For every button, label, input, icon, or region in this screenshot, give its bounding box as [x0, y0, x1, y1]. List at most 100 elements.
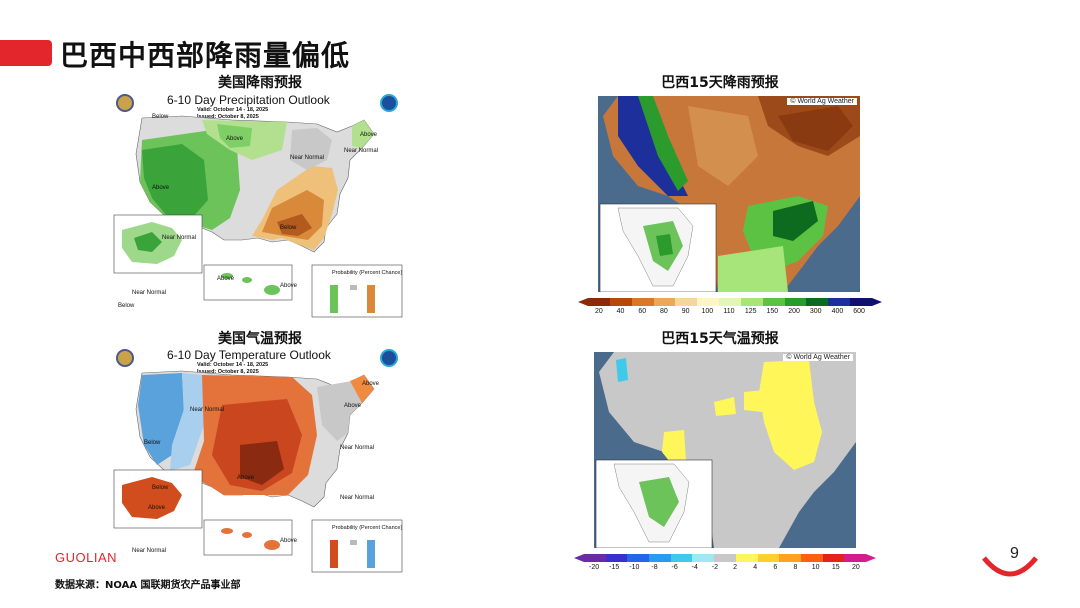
us-precip-subtitle: 美国降雨预报	[218, 75, 302, 91]
us-temp-map-title: 6-10 Day Temperature Outlook	[167, 348, 331, 362]
us-precip-label-3: Near Normal	[290, 155, 325, 161]
us-temp-valid: Valid: October 14 - 18, 2025	[197, 362, 269, 368]
scale-swatch	[697, 298, 720, 306]
us-temp-label-8: Above	[148, 505, 166, 511]
noaa-logo-icon	[380, 349, 398, 367]
scale-swatch	[588, 298, 610, 306]
us-precip-map: 6-10 Day Precipitation Outlook Valid: Oc…	[112, 90, 408, 318]
us-precip-label-5: Below	[152, 114, 169, 120]
scale-tick-label: -8	[651, 564, 658, 571]
scale-tick-label: 200	[788, 308, 800, 315]
br-precip-scale-ticks: 20 40 60 80 90 100 110 125 150 200 300 400 600	[588, 308, 870, 315]
scale-tick-label: 20	[594, 308, 603, 315]
scale-arrow-right	[865, 554, 876, 562]
scale-swatch	[800, 554, 823, 562]
scale-tick-label: -10	[629, 564, 640, 571]
data-source: 数据来源：NOAA 国联期货农产品事业部	[55, 580, 241, 591]
br-precip-map: © World Ag Weather	[598, 96, 860, 292]
br-precip-credit: © World Ag Weather	[787, 98, 857, 105]
doc-seal-icon	[116, 94, 134, 112]
scale-swatch	[740, 298, 763, 306]
us-temp-label-9: Near Normal	[132, 548, 167, 554]
scale-swatch	[631, 298, 654, 306]
us-temp-label-3: Above	[237, 475, 255, 481]
br-precip-map-graphic	[599, 96, 860, 292]
scale-tick-label: 90	[681, 308, 690, 315]
us-precip-valid: Valid: October 14 - 18, 2025	[197, 107, 269, 113]
scale-swatch	[719, 298, 741, 306]
scale-tick-label: 300	[809, 308, 822, 315]
page-title: 巴西中西部降雨量偏低	[60, 39, 351, 72]
us-temp-subtitle: 美国气温预报	[218, 331, 302, 347]
us-precip-label-4: Above	[226, 136, 244, 142]
us-precip-label-7: Near Normal	[162, 235, 197, 241]
scale-swatch	[627, 554, 650, 562]
us-temp-label-5: Above	[362, 381, 380, 387]
us-temp-label-7: Near Normal	[340, 495, 375, 501]
scale-swatch	[675, 298, 698, 306]
br-temp-credit: © World Ag Weather	[783, 354, 853, 361]
br-temp-subtitle: 巴西15天气温预报	[661, 331, 779, 347]
br-temp-map: © World Ag Weather	[594, 352, 856, 548]
scale-swatch	[670, 554, 693, 562]
scale-tick-label: 20	[852, 564, 860, 571]
scale-tick-label: 80	[660, 308, 668, 315]
brand-logo-text: GUOLIAN	[55, 550, 118, 565]
us-temp-map-graphic	[113, 349, 403, 573]
page-badge-icon	[982, 556, 1038, 577]
scale-tick-label: -2	[711, 564, 719, 571]
br-temp-color-scale	[574, 554, 876, 562]
scale-tick-label: 110	[723, 308, 735, 315]
us-precip-issued: Issued: October 8, 2025	[197, 114, 259, 120]
scale-swatch	[779, 554, 801, 562]
scale-swatch	[822, 554, 845, 562]
us-temp-label-10: Above	[280, 538, 298, 544]
scale-tick-label: 400	[831, 308, 844, 315]
scale-arrow-right	[871, 298, 882, 306]
us-temp-label-6: Below	[152, 485, 169, 491]
us-precip-legend-title: Probability (Percent Chance)	[332, 270, 403, 276]
scale-tick-label: -4	[691, 564, 698, 571]
us-temp-legend-title: Probability (Percent Chance)	[332, 525, 403, 531]
scale-swatch	[762, 298, 785, 306]
scale-swatch	[757, 554, 780, 562]
scale-swatch	[609, 298, 632, 306]
scale-swatch	[828, 298, 851, 306]
scale-tick-label: 4	[753, 564, 758, 571]
scale-swatch	[653, 298, 676, 306]
scale-tick-label: 6	[773, 564, 778, 571]
us-precip-label-2: Below	[280, 225, 297, 231]
scale-tick-label: 40	[616, 308, 625, 315]
scale-swatch	[844, 554, 866, 562]
br-temp-map-graphic	[595, 352, 856, 548]
scale-swatch	[649, 554, 671, 562]
scale-swatch	[714, 554, 736, 562]
scale-tick-label: 60	[638, 308, 647, 315]
us-temp-label-1: Below	[144, 440, 161, 446]
us-temp-label-4: Near Normal	[340, 445, 375, 451]
us-temp-label-11: Above	[344, 403, 362, 409]
us-precip-label-6: Near Normal	[344, 148, 379, 154]
scale-arrow-left	[578, 298, 588, 306]
scale-tick-label: 15	[831, 564, 840, 571]
scale-tick-label: -20	[589, 564, 600, 571]
us-temp-map: 6-10 Day Temperature Outlook Valid: Octo…	[112, 345, 408, 573]
scale-swatch	[850, 298, 872, 306]
us-precip-map-title: 6-10 Day Precipitation Outlook	[167, 93, 330, 107]
br-precip-subtitle: 巴西15天降雨预报	[661, 75, 779, 91]
us-precip-label-8: Above	[360, 132, 378, 138]
br-precip-color-scale	[578, 298, 882, 306]
scale-tick-label: 8	[793, 564, 798, 571]
scale-swatch	[692, 554, 715, 562]
scale-swatch	[806, 298, 829, 306]
br-temp-scale-ticks: -20 -15 -10 -8 -6 -4 -2 2 4 6 8 10 15 20	[584, 564, 866, 571]
scale-tick-label: -15	[609, 564, 620, 571]
title-accent-bar	[0, 40, 52, 66]
scale-tick-label: -6	[671, 564, 678, 571]
scale-tick-label: 100	[701, 308, 714, 315]
us-precip-label-1: Above	[152, 185, 170, 191]
scale-arrow-left	[574, 554, 584, 562]
scale-swatch	[605, 554, 628, 562]
page-number: 9	[1010, 545, 1019, 562]
us-precip-label-10: Above	[280, 283, 298, 289]
